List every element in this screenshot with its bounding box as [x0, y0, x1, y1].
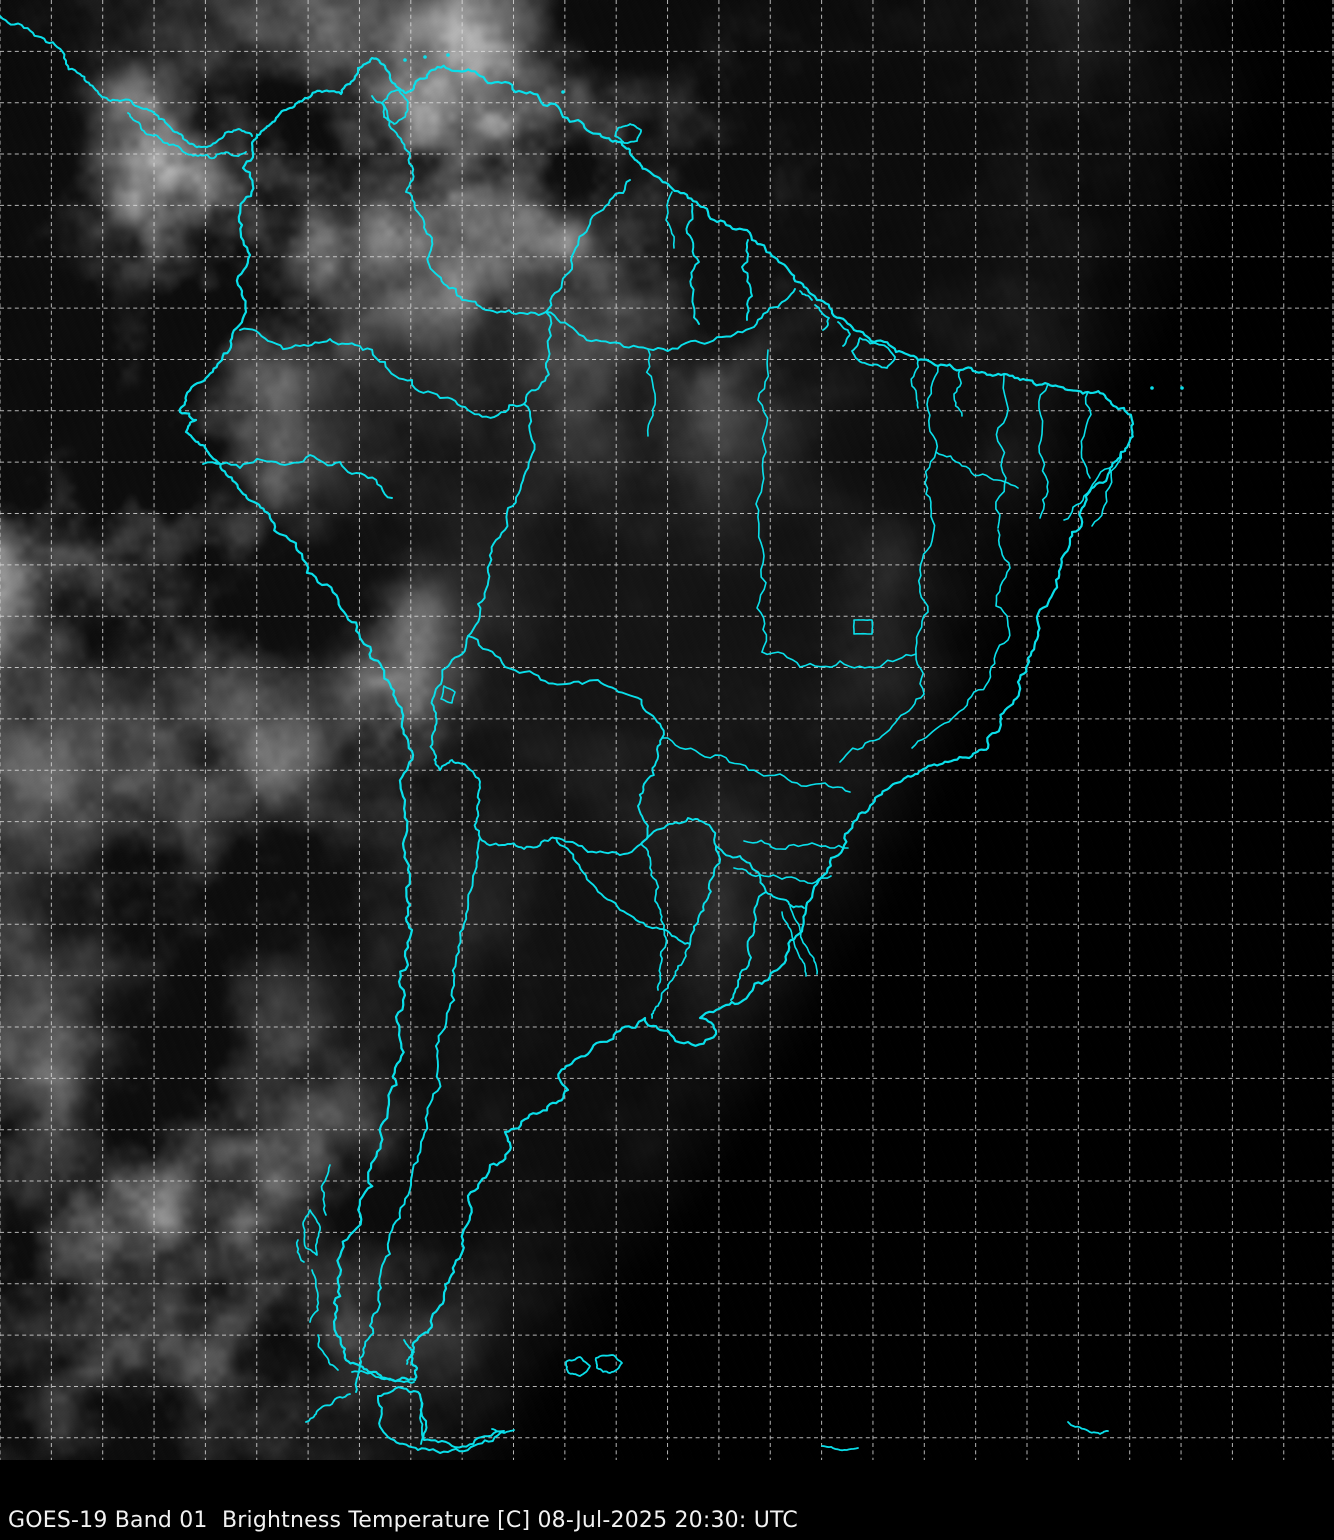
boundary-line — [555, 837, 691, 945]
boundary-line — [302, 1209, 321, 1256]
boundary-line — [814, 304, 830, 331]
boundary-line — [565, 1356, 591, 1377]
boundary-line — [839, 693, 925, 763]
boundary-line — [317, 1334, 339, 1371]
boundary-line — [545, 179, 631, 313]
boundary-line — [910, 359, 920, 409]
boundary-line — [743, 839, 849, 850]
boundary-line — [837, 321, 851, 347]
boundary-line — [781, 911, 807, 977]
boundary-line — [1080, 391, 1092, 479]
boundary-line — [239, 327, 356, 351]
boundary-line — [0, 15, 253, 149]
boundary-line — [467, 635, 665, 845]
boundary-line — [715, 845, 767, 893]
boundary-line — [354, 837, 481, 1393]
boundary-line — [594, 1354, 623, 1374]
boundary-line — [127, 112, 247, 160]
boundary-line — [440, 685, 456, 704]
boundary-line — [555, 837, 642, 857]
caption-bar: GOES-19 Band 01 Brightness Temperature [… — [0, 1460, 1334, 1540]
boundary-line — [377, 1386, 505, 1454]
boundary-line — [640, 843, 668, 991]
boundary-line — [911, 671, 992, 749]
boundary-line — [320, 1164, 331, 1216]
boundary-line — [491, 1428, 515, 1434]
boundary-line — [935, 451, 1019, 489]
island-dot — [1180, 386, 1184, 390]
boundary-line — [202, 454, 393, 499]
boundary-line — [924, 365, 939, 531]
boundary-line — [761, 651, 917, 669]
boundary-line — [650, 943, 691, 1019]
boundary-line — [733, 867, 832, 885]
boundary-line — [661, 737, 851, 793]
boundary-line — [351, 1370, 415, 1384]
boundary-line — [479, 836, 557, 850]
graticule-grid — [0, 0, 1334, 1483]
boundary-line — [665, 191, 675, 249]
boundary-line — [403, 1339, 415, 1365]
boundary-line — [989, 529, 1011, 673]
boundary-line — [741, 239, 753, 321]
boundary-line — [545, 288, 796, 353]
boundary-line — [614, 123, 642, 144]
map-overlay — [0, 0, 1334, 1483]
boundary-line — [915, 529, 935, 695]
boundary-line — [685, 203, 700, 325]
island-dot — [1150, 386, 1154, 390]
boundary-line — [765, 891, 805, 909]
caption-text: GOES-19 Band 01 Brightness Temperature [… — [8, 1507, 798, 1533]
boundary-line — [1063, 467, 1111, 521]
geographic-boundaries — [0, 15, 1184, 1454]
boundary-line — [178, 56, 1135, 1383]
island-dot — [403, 58, 407, 62]
boundary-line — [467, 403, 536, 637]
satellite-image-canvas — [0, 0, 1334, 1460]
boundary-line — [789, 905, 818, 975]
island-dot — [423, 55, 427, 59]
boundary-line — [305, 1393, 351, 1423]
boundary-line — [953, 369, 963, 417]
boundary-line — [354, 311, 553, 419]
boundary-line — [852, 619, 874, 635]
boundary-line — [418, 1392, 424, 1445]
boundary-line — [645, 348, 657, 437]
boundary-line — [1067, 1421, 1109, 1435]
boundary-line — [429, 635, 469, 771]
boundary-line — [995, 373, 1009, 529]
island-dot — [561, 90, 565, 94]
boundary-line — [1038, 383, 1049, 519]
island-dot — [446, 53, 450, 57]
boundary-line — [640, 817, 722, 945]
boundary-line — [851, 337, 896, 369]
boundary-line — [309, 1269, 320, 1323]
boundary-line — [295, 1239, 305, 1263]
boundary-line — [821, 1445, 859, 1452]
boundary-line — [755, 349, 770, 653]
boundary-line — [439, 759, 481, 839]
boundary-line — [371, 95, 547, 317]
boundary-line — [1091, 451, 1123, 527]
boundary-line — [799, 290, 813, 301]
boundary-line — [730, 891, 767, 1001]
